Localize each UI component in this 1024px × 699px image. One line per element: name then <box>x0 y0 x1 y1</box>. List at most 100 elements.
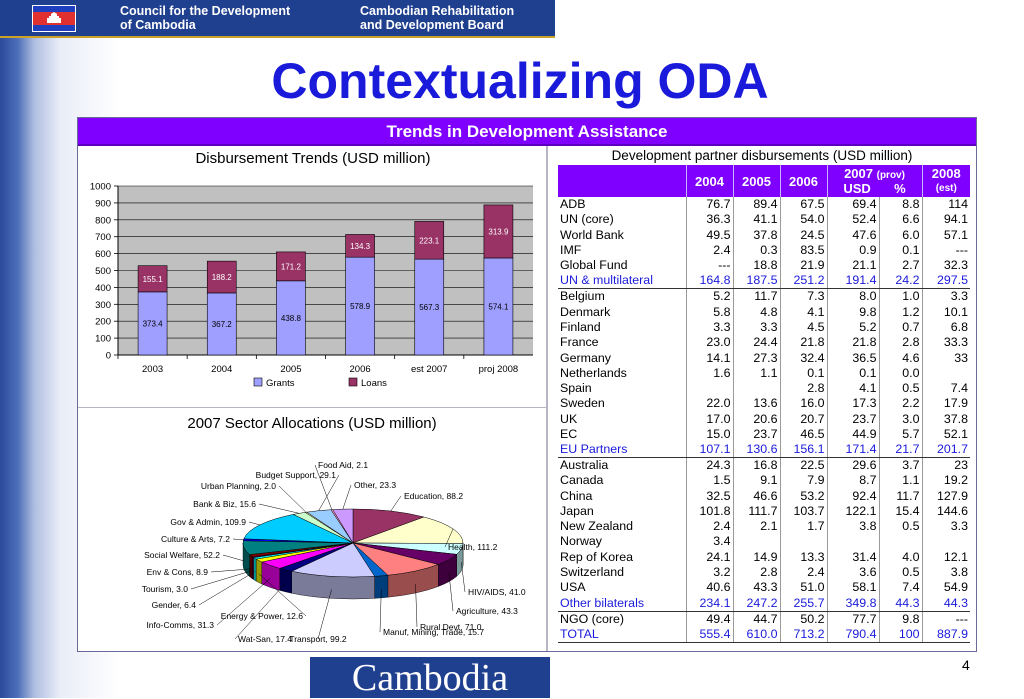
table-cell: 1.1 <box>879 473 922 488</box>
table-cell: 555.4 <box>686 627 733 643</box>
table-cell: --- <box>922 611 970 627</box>
table-cell: 3.2 <box>686 565 733 580</box>
table-cell: 247.2 <box>733 596 780 612</box>
table-cell: 19.2 <box>922 473 970 488</box>
pie-wall <box>254 558 257 582</box>
table-cell: 54.0 <box>780 212 827 227</box>
pie-slice-label: Wat-San, 17.4 <box>238 634 292 644</box>
pie-wall <box>250 555 253 579</box>
row-label: World Bank <box>558 228 686 243</box>
table-cell: 76.7 <box>686 197 733 212</box>
table-cell: 1.2 <box>879 304 922 319</box>
pie-slice-label: Agriculture, 43.3 <box>456 606 518 616</box>
table-cell: 8.0 <box>827 289 879 305</box>
row-label: UN & multilateral <box>558 273 686 289</box>
table-cell: 0.1 <box>879 243 922 258</box>
y-tick-label: 700 <box>95 232 111 243</box>
partner-disbursement-table: 2004 2005 2006 2007 (prov) USD % 2008 (e… <box>558 165 970 643</box>
row-label: IMF <box>558 243 686 258</box>
y-tick-label: 100 <box>95 334 111 345</box>
table-cell: 4.0 <box>879 550 922 565</box>
table-cell: 44.3 <box>879 596 922 612</box>
table-cell: 100 <box>879 627 922 643</box>
table-cell: 69.4 <box>827 197 879 212</box>
table-cell: 4.8 <box>733 304 780 319</box>
table-cell: 6.8 <box>922 320 970 335</box>
pie-slice-label: Culture & Arts, 7.2 <box>161 534 230 544</box>
y-tick-label: 300 <box>95 300 111 311</box>
row-label: Finland <box>558 320 686 335</box>
table-cell: 12.1 <box>922 550 970 565</box>
table-title: Development partner disbursements (USD m… <box>548 148 976 163</box>
table-cell: 40.6 <box>686 580 733 595</box>
table-cell: 53.2 <box>780 488 827 503</box>
table-cell: 7.4 <box>922 381 970 396</box>
table-cell: 32.5 <box>686 488 733 503</box>
table-cell: 23 <box>922 458 970 474</box>
pie-slice-label: Social Welfare, 52.2 <box>144 550 220 560</box>
table-cell: 51.0 <box>780 580 827 595</box>
header-2007-pct: % <box>894 181 906 196</box>
pie-slice-label: Bank & Biz, 15.6 <box>193 499 256 509</box>
table-cell: 114 <box>922 197 970 212</box>
table-cell: 1.7 <box>780 519 827 534</box>
row-label: China <box>558 488 686 503</box>
table-cell: 36.5 <box>827 350 879 365</box>
table-cell: 27.3 <box>733 350 780 365</box>
table-cell: 107.1 <box>686 442 733 458</box>
row-label: Sweden <box>558 396 686 411</box>
pie-slice-label: Transport, 99.2 <box>289 634 347 644</box>
table-cell: 2.4 <box>686 519 733 534</box>
table-cell: 2.8 <box>780 381 827 396</box>
table-cell: 3.4 <box>686 534 733 549</box>
table-cell: 191.4 <box>827 273 879 289</box>
y-tick-label: 200 <box>95 317 111 328</box>
table-cell: 171.4 <box>827 442 879 458</box>
legend-swatch-loans <box>349 378 357 386</box>
table-cell: 8.8 <box>879 197 922 212</box>
table-cell: 2.8 <box>879 335 922 350</box>
table-cell: 20.7 <box>780 412 827 427</box>
table-cell: 15.0 <box>686 427 733 442</box>
table-cell: 3.3 <box>922 289 970 305</box>
table-cell: 0.5 <box>879 381 922 396</box>
table-cell: 0.1 <box>827 366 879 381</box>
table-cell: 4.6 <box>879 350 922 365</box>
table-cell: 7.3 <box>780 289 827 305</box>
table-cell: 2.4 <box>686 243 733 258</box>
bar-value-label: 171.2 <box>281 262 302 271</box>
pie-slice-label: Gov & Admin, 109.9 <box>170 517 246 527</box>
table-cell: 23.7 <box>827 412 879 427</box>
row-label: EC <box>558 427 686 442</box>
pie-leader-line <box>391 496 401 511</box>
table-cell: 130.6 <box>733 442 780 458</box>
row-label: Netherlands <box>558 366 686 381</box>
table-cell: 32.3 <box>922 258 970 273</box>
pie-slice-label: Env & Cons, 8.9 <box>147 567 209 577</box>
table-cell: 41.1 <box>733 212 780 227</box>
y-tick-label: 0 <box>106 351 111 362</box>
table-cell: 187.5 <box>733 273 780 289</box>
table-cell: 3.3 <box>922 519 970 534</box>
pie-slice-label: Energy & Power, 12.6 <box>221 611 303 621</box>
header-2008-est: (est) <box>936 183 957 194</box>
page-number: 4 <box>962 657 970 673</box>
row-label: Rep of Korea <box>558 550 686 565</box>
org2-line2: and Development Board <box>360 18 514 32</box>
table-cell: 255.7 <box>780 596 827 612</box>
table-cell: 4.5 <box>780 320 827 335</box>
table-cell: 54.9 <box>922 580 970 595</box>
row-label: ADB <box>558 197 686 212</box>
pie-slice-label: Education, 88.2 <box>404 491 463 501</box>
table-cell: --- <box>686 258 733 273</box>
